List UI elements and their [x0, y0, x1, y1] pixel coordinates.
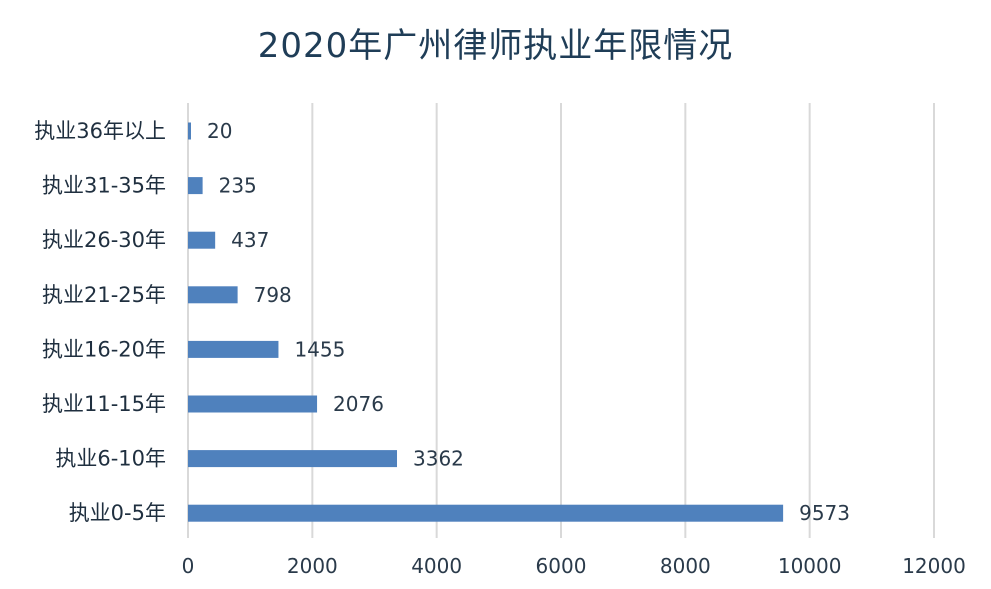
data-label: 235 [219, 174, 257, 198]
category-label: 执业16-20年 [42, 337, 166, 361]
bar [188, 504, 784, 522]
chart-title: 2020年广州律师执业年限情况 [257, 26, 734, 66]
bar [188, 450, 398, 468]
bar [188, 395, 318, 413]
x-tick-label: 2000 [287, 554, 338, 578]
data-label: 20 [207, 119, 232, 143]
bar [188, 177, 203, 195]
x-tick-label: 10000 [778, 554, 842, 578]
category-label: 执业36年以上 [34, 119, 166, 143]
bar [188, 231, 216, 249]
data-label: 3362 [413, 447, 464, 471]
category-labels: 执业36年以上执业31-35年执业26-30年执业21-25年执业16-20年执… [34, 119, 166, 525]
data-labels: 20 235 437 798 1455 2076 3362 9573 [207, 119, 850, 525]
category-label: 执业26-30年 [42, 228, 166, 252]
x-tick-label: 0 [182, 554, 195, 578]
category-label: 执业21-25年 [42, 283, 166, 307]
bar [188, 122, 191, 140]
category-label: 执业31-35年 [42, 174, 166, 198]
x-tick-label: 4000 [411, 554, 462, 578]
category-label: 执业6-10年 [55, 447, 166, 471]
bar [188, 340, 279, 358]
category-label: 执业11-15年 [42, 392, 166, 416]
x-tick-labels: 0 2000 4000 6000 8000 10000 12000 [182, 554, 966, 578]
x-tick-label: 6000 [536, 554, 587, 578]
data-label: 1455 [294, 337, 345, 361]
category-label: 执业0-5年 [69, 501, 166, 525]
data-label: 2076 [333, 392, 384, 416]
x-tick-label: 12000 [902, 554, 966, 578]
data-label: 9573 [799, 501, 850, 525]
bar [188, 286, 238, 304]
gridlines [187, 103, 935, 538]
x-tick-label: 8000 [660, 554, 711, 578]
bars [188, 122, 784, 522]
data-label: 798 [254, 283, 292, 307]
data-label: 437 [231, 228, 269, 252]
